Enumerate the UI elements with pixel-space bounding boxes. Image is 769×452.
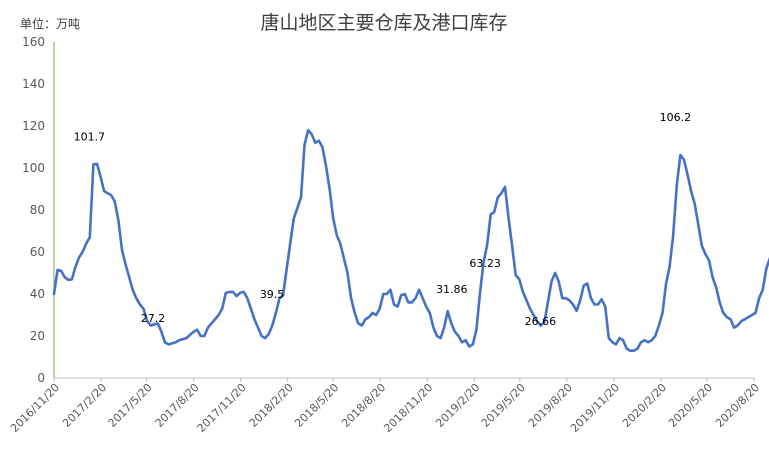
y-tick-label: 20: [30, 329, 45, 343]
data-label: 27.2: [141, 312, 166, 325]
y-tick-label: 100: [22, 161, 45, 175]
y-tick-label: 160: [22, 35, 45, 49]
inventory-series-line: [52, 128, 769, 352]
data-label: 31.86: [436, 283, 468, 296]
y-tick-label: 120: [22, 119, 45, 133]
data-label: 101.7: [74, 130, 106, 143]
y-tick-label: 60: [30, 245, 45, 259]
y-tick-label: 140: [22, 77, 45, 91]
data-label: 39.5: [260, 288, 285, 301]
data-label: 63.23: [469, 257, 501, 270]
y-tick-label: 0: [37, 371, 45, 385]
chart-title: 唐山地区主要仓库及港口库存: [260, 12, 507, 34]
unit-label: 单位：万吨: [20, 16, 80, 31]
data-label: 106.2: [660, 111, 692, 124]
y-axis-ticks: 0 20 40 60 80 100 120 140 160: [22, 35, 45, 385]
y-tick-label: 40: [30, 287, 45, 301]
data-label: 26.66: [525, 315, 557, 328]
y-tick-label: 80: [30, 203, 45, 217]
